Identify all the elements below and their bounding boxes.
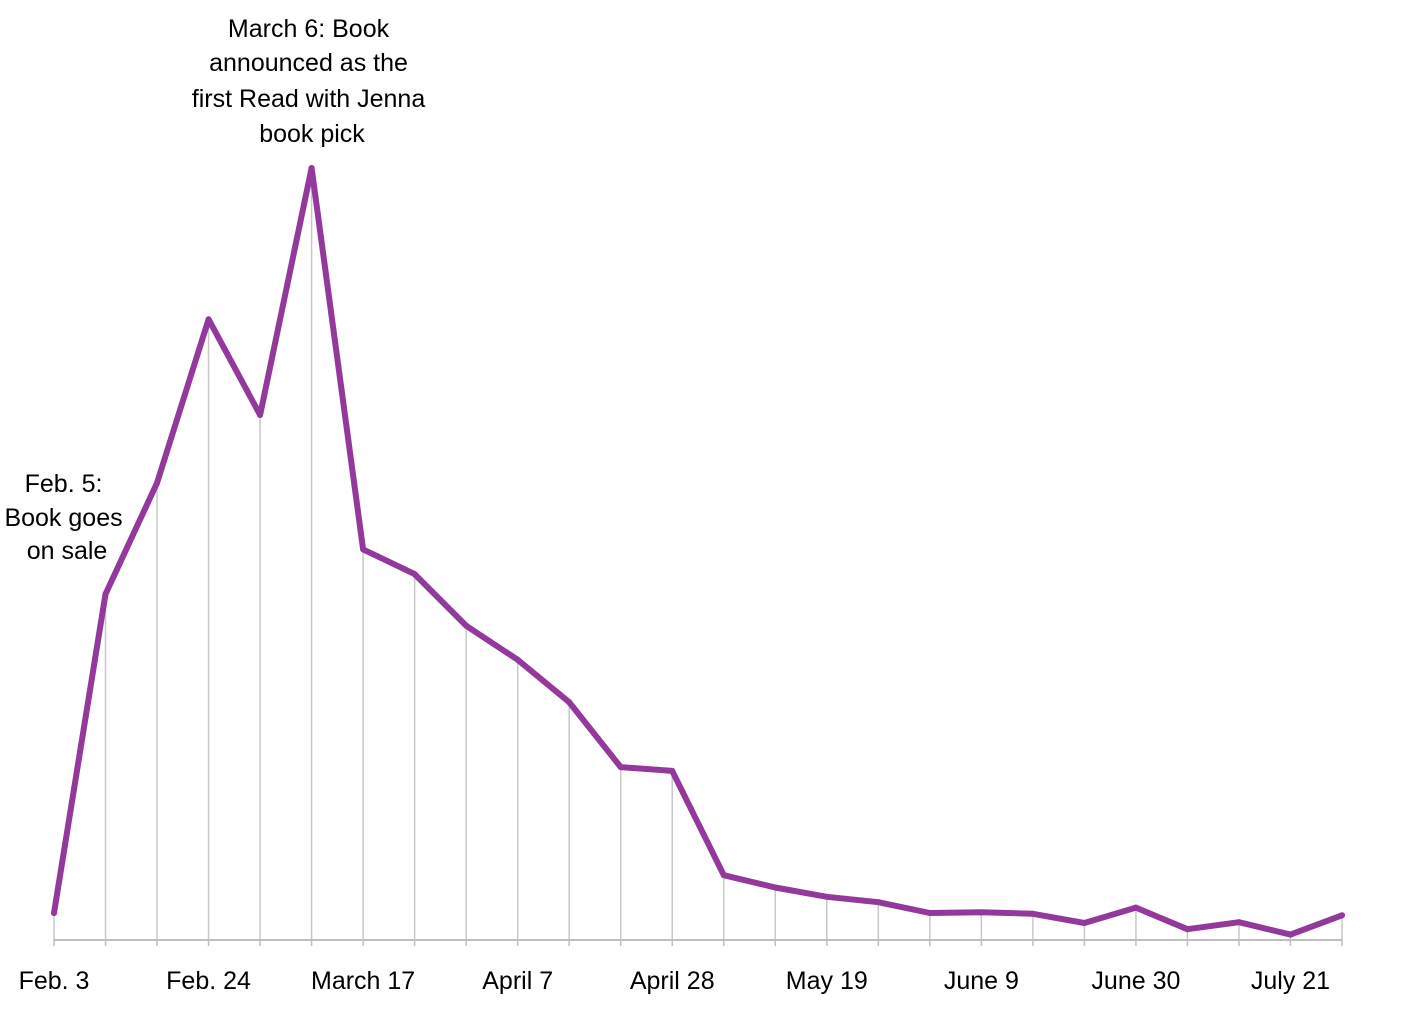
x-tick-label: May 19 — [786, 967, 868, 995]
annotation-line: March 6: Book — [228, 15, 390, 43]
x-tick-label: June 30 — [1091, 967, 1180, 995]
annotation-line: book pick — [259, 120, 365, 148]
data-point — [617, 764, 624, 771]
data-point — [51, 909, 57, 916]
data-point — [205, 316, 212, 323]
data-point — [720, 872, 727, 879]
x-tick-labels: Feb. 3 Feb. 24 March 17 April 7 April 28 May … — [19, 967, 1331, 995]
data-point — [823, 893, 830, 900]
x-tick-label: July 21 — [1251, 967, 1330, 995]
data-point — [1029, 910, 1036, 917]
data-point — [1339, 912, 1345, 919]
data-point — [1184, 926, 1191, 933]
data-point — [360, 546, 367, 553]
x-tick-label: Feb. 3 — [19, 967, 90, 995]
annotation-line: Book goes — [4, 504, 122, 532]
x-tick-label: April 28 — [630, 967, 715, 995]
annotation-book-on-sale: Feb. 5: Book goes on sale — [4, 470, 129, 565]
x-tick-label: April 7 — [482, 967, 553, 995]
annotation-read-with-jenna: March 6: Book announced as the first Rea… — [192, 15, 432, 148]
annotation-line: first Read with Jenna — [192, 85, 426, 113]
x-tick-label: Feb. 24 — [166, 967, 251, 995]
data-point — [772, 884, 779, 891]
data-points — [51, 165, 1345, 938]
data-point — [257, 412, 264, 419]
x-tick-label: June 9 — [944, 967, 1019, 995]
data-point — [1132, 904, 1139, 911]
data-point — [978, 909, 985, 916]
data-point — [514, 656, 521, 663]
data-point — [926, 909, 933, 916]
data-point — [875, 899, 882, 906]
x-tick-label: March 17 — [311, 967, 415, 995]
data-point — [1287, 931, 1294, 938]
data-point — [1235, 919, 1242, 926]
annotation-line: on sale — [27, 537, 108, 565]
annotation-line: Feb. 5: — [25, 470, 103, 498]
data-point — [154, 479, 161, 486]
annotation-line: announced as the — [209, 49, 408, 77]
data-point — [411, 571, 418, 578]
data-point — [669, 767, 676, 774]
sales-line — [51, 165, 1345, 938]
drop-lines — [53, 168, 1343, 940]
data-point — [566, 699, 573, 706]
x-axis-ticks — [53, 940, 1343, 946]
data-point — [308, 165, 315, 171]
data-point — [102, 591, 109, 598]
data-point — [463, 622, 470, 629]
data-point — [1081, 920, 1088, 927]
